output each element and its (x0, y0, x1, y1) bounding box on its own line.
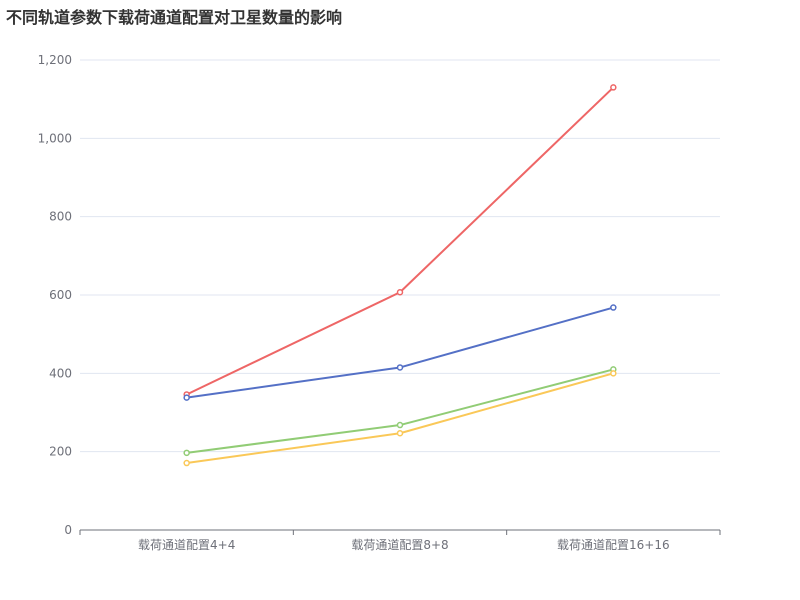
y-axis-tick-labels: 0 200 400 600 800 1,000 1,200 (38, 53, 72, 537)
y-tick-label: 0 (64, 523, 72, 537)
series-line (186, 86, 615, 396)
y-tick-label: 600 (49, 288, 72, 302)
data-point[interactable] (396, 364, 404, 371)
x-axis: 载荷通道配置4+4 载荷通道配置8+8 载荷通道配置16+16 (79, 529, 721, 552)
data-point[interactable] (610, 304, 617, 311)
y-tick-label: 1,200 (38, 53, 72, 67)
data-point[interactable] (610, 370, 617, 377)
y-tick-label: 800 (49, 210, 72, 224)
series-line (186, 306, 614, 399)
grid-lines (80, 59, 720, 453)
data-point[interactable] (396, 289, 404, 296)
data-point[interactable] (396, 430, 404, 437)
series-1 (183, 304, 617, 401)
y-tick-label: 200 (49, 445, 72, 459)
data-point[interactable] (610, 84, 617, 91)
series-0 (183, 84, 617, 398)
data-point[interactable] (183, 459, 190, 467)
data-point[interactable] (396, 421, 404, 429)
x-tick-label: 载荷通道配置8+8 (351, 538, 448, 552)
series-3 (183, 370, 617, 467)
y-tick-label: 400 (49, 366, 72, 380)
series-line (186, 368, 614, 454)
x-tick-label: 载荷通道配置16+16 (557, 538, 670, 552)
series-group (183, 84, 617, 467)
x-tick-label: 载荷通道配置4+4 (138, 538, 235, 552)
chart-title: 不同轨道参数下载荷通道配置对卫星数量的影响 (6, 8, 343, 27)
y-tick-label: 1,000 (38, 131, 72, 145)
series-2 (183, 366, 617, 457)
data-point[interactable] (183, 394, 190, 401)
data-point[interactable] (183, 449, 190, 457)
